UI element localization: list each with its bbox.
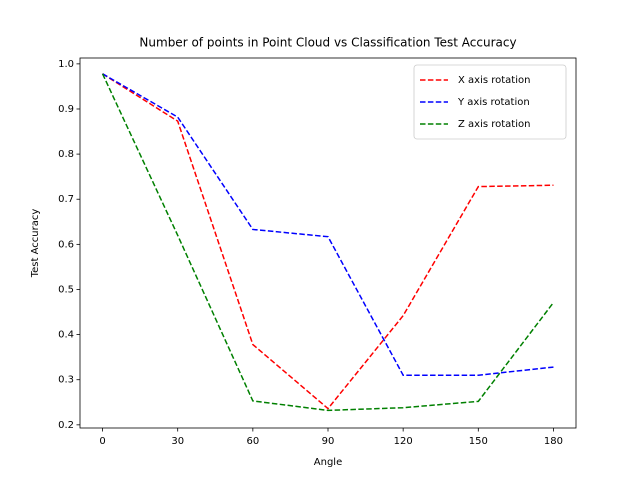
y-tick-label: 0.8 <box>58 149 74 160</box>
x-tick-label: 60 <box>246 436 259 447</box>
data-line <box>102 73 554 410</box>
x-tick-label: 150 <box>469 436 488 447</box>
y-tick-label: 0.6 <box>58 239 74 250</box>
y-tick-label: 1.0 <box>58 59 74 70</box>
x-tick-label: 120 <box>394 436 413 447</box>
y-tick-label: 0.9 <box>58 104 74 115</box>
y-tick-label: 0.4 <box>58 330 74 341</box>
legend-label: Y axis rotation <box>457 97 530 108</box>
y-tick-label: 0.5 <box>58 284 74 295</box>
y-axis-label: Test Accuracy <box>30 209 41 279</box>
legend-label: X axis rotation <box>458 75 530 86</box>
plot-frame <box>79 57 577 429</box>
y-tick-label: 0.3 <box>58 375 74 386</box>
x-tick-label: 0 <box>99 436 105 447</box>
legend-box <box>413 64 567 140</box>
data-line <box>102 73 554 376</box>
x-axis-label: Angle <box>314 457 342 468</box>
y-tick-label: 0.2 <box>58 420 74 431</box>
y-tick-label: 0.7 <box>58 194 74 205</box>
x-tick-label: 90 <box>322 436 335 447</box>
data-line <box>101 73 555 412</box>
chart-title: Number of points in Point Cloud vs Class… <box>139 36 516 50</box>
x-tick-label: 30 <box>171 436 184 447</box>
legend-label: Z axis rotation <box>458 119 530 130</box>
x-tick-label: 180 <box>544 436 563 447</box>
